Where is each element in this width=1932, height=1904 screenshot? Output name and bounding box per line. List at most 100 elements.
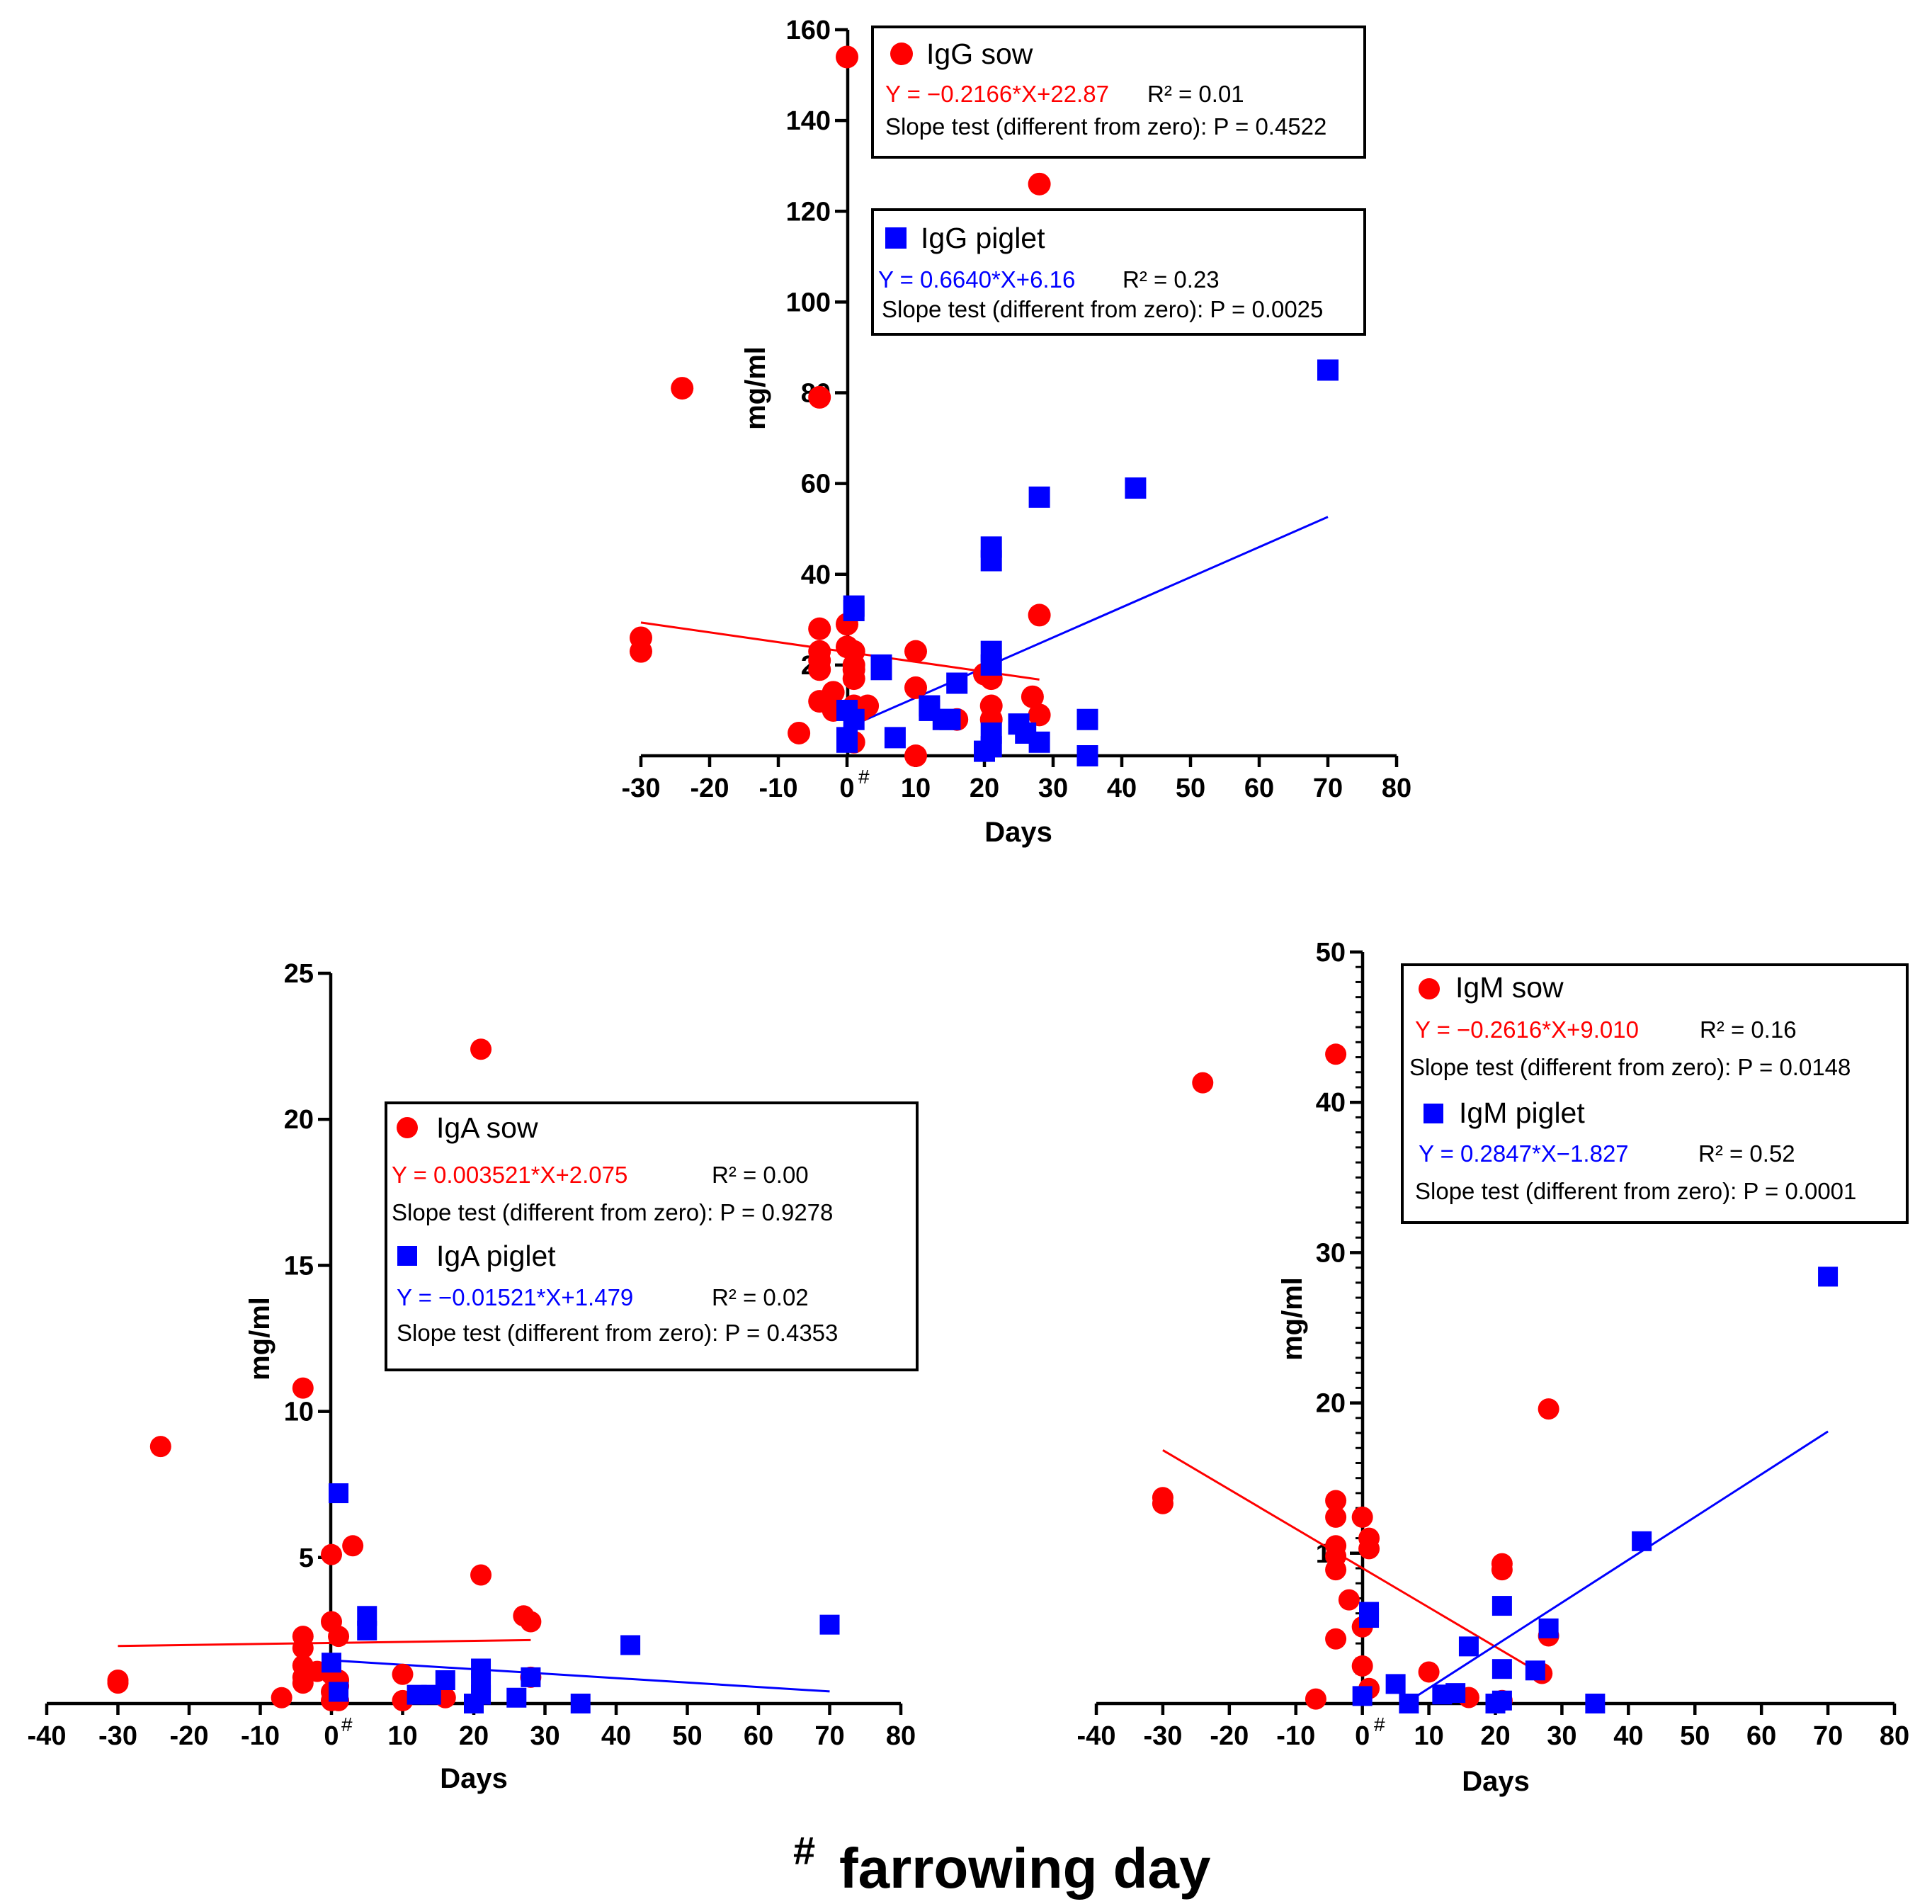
- igg-x-tick-label: -10: [759, 774, 798, 803]
- igm-x-tick-label: 50: [1680, 1721, 1710, 1751]
- iga-sow-equation: Y = 0.003521*X+2.075: [392, 1162, 627, 1188]
- iga-x-tick-label: 30: [530, 1721, 559, 1751]
- igg-sow-legend-box: [871, 26, 1366, 159]
- igm-y-tick-label: 30: [1316, 1238, 1346, 1268]
- igm-sow-point: [1338, 1589, 1360, 1611]
- iga-piglet-legend-marker: [397, 1246, 417, 1266]
- igm-chart: -40-30-20-10010203040506070801020304050 …: [1077, 938, 1910, 1797]
- igm-x-tick-label: 70: [1813, 1721, 1843, 1751]
- igg-sow-point: [788, 721, 811, 744]
- igg-piglet-point: [980, 736, 1002, 758]
- iga-piglet-point: [620, 1635, 641, 1655]
- iga-y-tick-label: 15: [284, 1251, 314, 1281]
- igm-sow-point: [1325, 1506, 1347, 1528]
- igg-x-tick-label: -30: [622, 774, 661, 803]
- iga-piglet-point: [819, 1614, 840, 1635]
- igm-sow-point: [1491, 1559, 1513, 1581]
- igm-piglet-r2: R² = 0.52: [1698, 1140, 1795, 1167]
- igm-x-axis-title: Days: [1462, 1766, 1530, 1797]
- igg-zero-marker: #: [858, 766, 870, 788]
- iga-sow-point: [292, 1672, 314, 1694]
- igg-y-tick-label: 60: [801, 470, 831, 499]
- igm-x-tick-label: -10: [1276, 1721, 1315, 1751]
- igg-sow-point: [1021, 685, 1044, 708]
- iga-sow-slope-test: Slope test (different from zero): P = 0.…: [392, 1199, 833, 1225]
- iga-piglet-fit-line: [331, 1659, 830, 1693]
- igm-x-tick-label: 80: [1880, 1721, 1909, 1751]
- iga-y-tick-label: 10: [284, 1398, 314, 1427]
- igm-x-tick-label: 40: [1613, 1721, 1643, 1751]
- igg-sow-r2: R² = 0.01: [1147, 81, 1244, 107]
- igg-sow-slope-test: Slope test (different from zero): P = 0.…: [885, 113, 1326, 140]
- igm-sow-slope-test: Slope test (different from zero): P = 0.…: [1409, 1054, 1851, 1080]
- iga-sow-point: [292, 1377, 314, 1399]
- igg-piglet-point: [843, 600, 865, 621]
- igg-sow-point: [808, 617, 831, 640]
- igm-sow-point: [1325, 1490, 1347, 1512]
- igg-sow-legend-label: IgG sow: [926, 38, 1033, 70]
- igm-x-tick-label: 30: [1547, 1721, 1576, 1751]
- iga-zero-marker: #: [341, 1713, 353, 1735]
- footnote-text: farrowing day: [839, 1837, 1211, 1900]
- igg-chart: -30-20-100102030405060708020406080100120…: [622, 16, 1412, 848]
- igm-x-tick-label: 0: [1355, 1721, 1370, 1751]
- igm-piglet-legend-label: IgM piglet: [1459, 1096, 1585, 1129]
- igg-sow-point: [671, 377, 694, 400]
- iga-x-tick-label: 20: [459, 1721, 489, 1751]
- iga-legend: IgA sow Y = 0.003521*X+2.075 R² = 0.00 S…: [385, 1101, 919, 1371]
- igm-x-tick-label: -30: [1143, 1721, 1182, 1751]
- igm-piglet-point: [1632, 1531, 1652, 1551]
- igm-sow-r2: R² = 0.16: [1700, 1016, 1797, 1043]
- igm-sow-point: [1351, 1655, 1373, 1677]
- iga-piglet-equation: Y = −0.01521*X+1.479: [397, 1284, 633, 1310]
- igg-x-tick-label: 70: [1313, 774, 1343, 803]
- igm-piglet-point: [1818, 1266, 1839, 1287]
- igm-x-tick-label: 10: [1414, 1721, 1443, 1751]
- igg-sow-point: [1028, 703, 1051, 727]
- igg-x-tick-label: 10: [901, 774, 931, 803]
- iga-y-axis-title: mg/ml: [244, 1297, 275, 1381]
- igm-ticks: -40-30-20-10010203040506070801020304050: [1077, 938, 1910, 1751]
- igm-y-tick-label: 20: [1316, 1389, 1346, 1419]
- igg-sow-point: [1028, 604, 1051, 627]
- igg-ticks: -30-20-100102030405060708020406080100120…: [622, 16, 1412, 803]
- iga-piglet-slope-test: Slope test (different from zero): P = 0.…: [397, 1320, 838, 1346]
- igg-piglet-r2: R² = 0.23: [1123, 266, 1220, 293]
- igg-piglet-point: [939, 708, 961, 730]
- iga-y-tick-label: 5: [299, 1543, 314, 1573]
- igg-x-tick-label: 60: [1244, 774, 1274, 803]
- igg-sow-point: [808, 385, 831, 409]
- igm-piglet-point: [1585, 1694, 1606, 1713]
- igg-sow-point: [808, 658, 831, 681]
- iga-x-tick-label: 80: [886, 1721, 916, 1751]
- igm-piglet-fit-line: [1408, 1430, 1829, 1702]
- igg-piglet-point: [1028, 486, 1050, 508]
- iga-sow-point: [392, 1663, 414, 1685]
- igg-piglet-point: [1125, 477, 1147, 499]
- igg-x-tick-label: 20: [970, 774, 999, 803]
- igg-sow-point: [842, 667, 865, 691]
- iga-x-tick-label: 60: [744, 1721, 773, 1751]
- igm-piglet-point: [1359, 1608, 1380, 1628]
- igg-sow-equation: Y = −0.2166*X+22.87: [885, 81, 1109, 107]
- igm-sow-point: [1305, 1688, 1326, 1710]
- igm-y-axis-title: mg/ml: [1277, 1277, 1308, 1361]
- iga-sow-legend-marker: [397, 1117, 418, 1138]
- igm-sow-point: [1358, 1538, 1380, 1560]
- igg-x-tick-label: 50: [1176, 774, 1205, 803]
- igm-sow-point: [1152, 1492, 1174, 1514]
- iga-x-tick-label: 0: [324, 1721, 339, 1751]
- igg-piglet-point: [1028, 731, 1050, 753]
- igm-x-tick-label: 60: [1746, 1721, 1776, 1751]
- igm-x-tick-label: -40: [1077, 1721, 1116, 1751]
- iga-x-tick-label: -20: [170, 1721, 209, 1751]
- iga-points: [107, 1038, 840, 1713]
- igg-sow-legend-marker: [890, 42, 913, 65]
- igm-y-tick-label: 40: [1316, 1088, 1346, 1118]
- igg-x-tick-label: 0: [839, 774, 854, 803]
- igm-piglet-point: [1491, 1690, 1512, 1711]
- iga-sow-point: [470, 1564, 492, 1586]
- igg-y-tick-label: 160: [786, 16, 831, 45]
- iga-sow-fit-line: [118, 1638, 531, 1648]
- igm-sow-fit-line: [1162, 1449, 1543, 1675]
